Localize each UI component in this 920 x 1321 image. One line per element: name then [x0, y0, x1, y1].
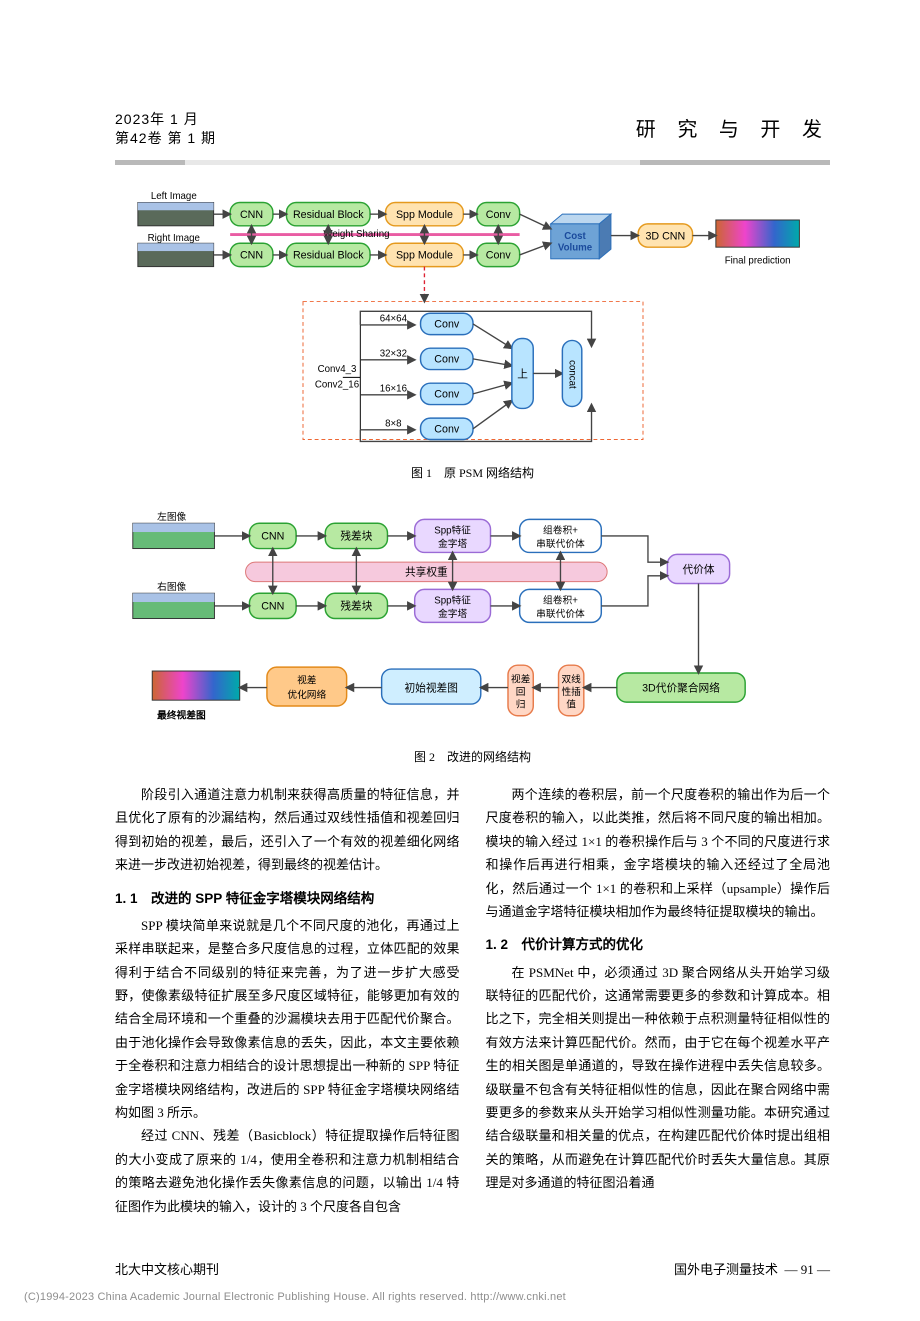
svg-text:32×32: 32×32 [379, 348, 406, 359]
figure-1: Left Image Right Image CNN Residual Bloc… [115, 185, 830, 485]
svg-text:右图像: 右图像 [157, 580, 186, 593]
heading-1-1: 1. 1 改进的 SPP 特征金字塔模块网络结构 [115, 887, 460, 911]
svg-text:Cost: Cost [564, 231, 586, 242]
s11-p1: SPP 模块简单来说就是几个不同尺度的池化，再通过上采样串联起来，是整合多尺度信… [115, 914, 460, 1125]
fig1-detail-in1: Conv4_3 [317, 364, 356, 375]
svg-text:组卷积+: 组卷积+ [543, 594, 578, 607]
fig1-weight-sharing: Weight Sharing [323, 229, 389, 240]
fig1-left-image-label: Left Image [150, 191, 196, 202]
svg-text:回: 回 [515, 686, 525, 698]
svg-text:残差块: 残差块 [340, 530, 372, 543]
svg-text:串联代价体: 串联代价体 [536, 609, 585, 621]
page-header: 2023年 1 月 第42卷 第 1 期 研 究 与 开 发 [115, 110, 830, 148]
svg-text:3D代价聚合网络: 3D代价聚合网络 [642, 682, 720, 695]
svg-text:值: 值 [566, 698, 576, 711]
svg-text:CNN: CNN [261, 531, 284, 543]
header-section: 研 究 与 开 发 [636, 112, 830, 148]
svg-text:64×64: 64×64 [379, 313, 407, 324]
svg-text:组卷积+: 组卷积+ [543, 524, 578, 537]
svg-text:归: 归 [515, 698, 525, 711]
svg-text:Spp特征: Spp特征 [434, 525, 471, 537]
svg-text:串联代价体: 串联代价体 [536, 539, 585, 551]
svg-text:Volume: Volume [557, 242, 592, 253]
header-issue: 2023年 1 月 第42卷 第 1 期 [115, 110, 216, 148]
svg-text:Conv: Conv [434, 318, 460, 330]
svg-text:Conv: Conv [485, 209, 511, 221]
fig1-3dcnn: 3D CNN [645, 230, 685, 242]
figure-2: 左图像 右图像 CNN 残差块 Spp特征 金字塔 组卷积+ 串联代价体 CNN… [115, 498, 830, 769]
fig1-final-label: Final prediction [724, 255, 790, 266]
svg-text:16×16: 16×16 [379, 383, 406, 394]
header-volume: 第42卷 第 1 期 [115, 129, 216, 148]
svg-text:上: 上 [517, 368, 528, 380]
s12-p1: 在 PSMNet 中，必须通过 3D 聚合网络从头开始学习级联特征的匹配代价，这… [486, 961, 831, 1195]
copyright-line: (C)1994-2023 China Academic Journal Elec… [24, 1288, 566, 1308]
svg-text:金字塔: 金字塔 [438, 608, 467, 621]
svg-text:Spp Module: Spp Module [395, 209, 452, 221]
svg-text:初始视差图: 初始视差图 [404, 682, 457, 695]
svg-text:性插: 性插 [561, 685, 581, 698]
footer-pageno: 91 [801, 1262, 814, 1277]
svg-text:Residual Block: Residual Block [292, 209, 363, 221]
footer-journal: 国外电子测量技术 [674, 1262, 778, 1277]
svg-text:最终视差图: 最终视差图 [157, 709, 206, 722]
svg-text:视差: 视差 [297, 674, 317, 687]
svg-text:视差: 视差 [510, 673, 530, 686]
fig1-right-image-label: Right Image [147, 233, 199, 244]
col-right: 两个连续的卷积层，前一个尺度卷积的输出作为后一个尺度卷积的输入，以此类推，然后将… [486, 783, 831, 1218]
svg-text:Spp Module: Spp Module [395, 250, 452, 262]
svg-text:CNN: CNN [261, 601, 284, 613]
svg-text:Conv: Conv [434, 353, 460, 365]
svg-text:CNN: CNN [239, 250, 262, 262]
svg-text:共享权重: 共享权重 [404, 566, 447, 579]
col-left: 阶段引入通道注意力机制来获得高质量的特征信息，并且优化了原有的沙漏结构，然后通过… [115, 783, 460, 1218]
s11-p2: 经过 CNN、残差（Basicblock）特征提取操作后特征图的大小变成了原来的… [115, 1124, 460, 1218]
svg-text:优化网络: 优化网络 [287, 688, 326, 701]
figure-2-caption: 图 2 改进的网络结构 [115, 747, 830, 769]
svg-text:代价体: 代价体 [682, 563, 714, 576]
figure-1-svg: Left Image Right Image CNN Residual Bloc… [123, 185, 823, 457]
svg-text:CNN: CNN [239, 209, 262, 221]
figure-2-svg: 左图像 右图像 CNN 残差块 Spp特征 金字塔 组卷积+ 串联代价体 CNN… [123, 498, 823, 741]
intro-cont: 阶段引入通道注意力机制来获得高质量的特征信息，并且优化了原有的沙漏结构，然后通过… [115, 783, 460, 877]
svg-text:金字塔: 金字塔 [438, 538, 467, 551]
svg-text:双线: 双线 [561, 673, 581, 686]
body-columns: 阶段引入通道注意力机制来获得高质量的特征信息，并且优化了原有的沙漏结构，然后通过… [115, 783, 830, 1218]
figure-1-caption: 图 1 原 PSM 网络结构 [115, 463, 830, 485]
fig1-cost-volume: Cost Volume [550, 214, 610, 259]
svg-text:左图像: 左图像 [157, 510, 186, 523]
svg-text:concat: concat [566, 360, 577, 389]
footer-right: 国外电子测量技术 — 91 — [674, 1258, 830, 1281]
header-date: 2023年 1 月 [115, 110, 216, 129]
right-p1: 两个连续的卷积层，前一个尺度卷积的输出作为后一个尺度卷积的输入，以此类推，然后将… [486, 783, 831, 923]
svg-text:Conv: Conv [434, 388, 460, 400]
footer-left: 北大中文核心期刊 [115, 1258, 219, 1281]
svg-text:Conv: Conv [485, 250, 511, 262]
heading-1-2: 1. 2 代价计算方式的优化 [486, 933, 831, 957]
svg-text:残差块: 残差块 [340, 600, 372, 613]
page-footer: 北大中文核心期刊 国外电子测量技术 — 91 — [115, 1258, 830, 1281]
svg-text:Residual Block: Residual Block [292, 250, 363, 262]
fig1-detail-in2: Conv2_16 [314, 379, 358, 390]
svg-text:Conv: Conv [434, 423, 460, 435]
svg-text:Spp特征: Spp特征 [434, 595, 471, 607]
header-rule [115, 160, 830, 165]
svg-text:8×8: 8×8 [385, 418, 401, 429]
page: 2023年 1 月 第42卷 第 1 期 研 究 与 开 发 Left Imag… [0, 0, 920, 1321]
